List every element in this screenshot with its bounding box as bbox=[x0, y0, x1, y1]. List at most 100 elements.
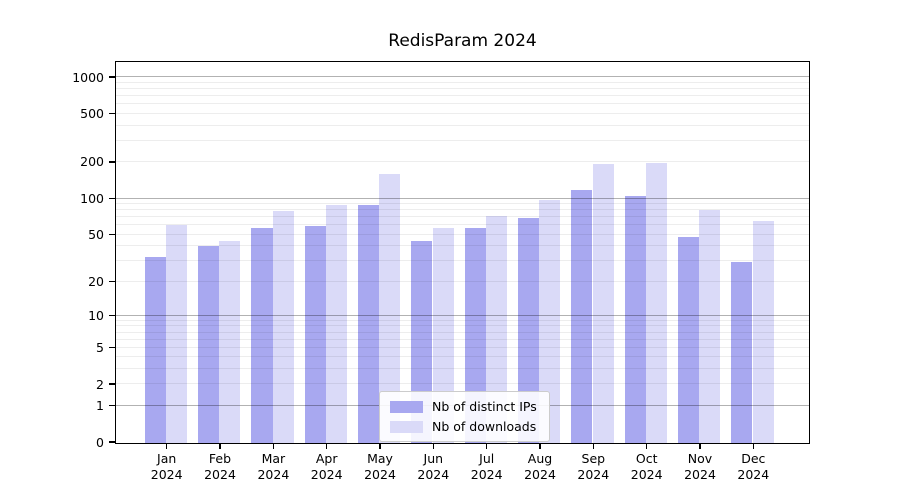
bar-distinct-ips-nov bbox=[677, 237, 700, 443]
bar-distinct-ips-jan bbox=[144, 256, 166, 443]
x-tick-label-jul: Jul 2024 bbox=[470, 451, 503, 482]
x-tick-label-jun: Jun 2024 bbox=[417, 451, 450, 482]
x-tick-mark-aug bbox=[539, 444, 541, 449]
x-tick-label-dec: Dec 2024 bbox=[737, 451, 770, 482]
y-gridline-300 bbox=[116, 139, 809, 141]
y-gridline-100 bbox=[116, 197, 809, 199]
bar-distinct-ips-feb bbox=[197, 245, 220, 443]
y-gridline-800 bbox=[116, 88, 809, 89]
y-gridline-1000 bbox=[116, 76, 809, 78]
legend-item-distinct-ips: Nb of distinct IPs bbox=[390, 399, 537, 414]
bar-distinct-ips-sep bbox=[571, 190, 593, 443]
y-gridline-30 bbox=[116, 259, 809, 261]
y-gridline-9 bbox=[116, 319, 809, 321]
y-tick-mark-5 bbox=[108, 346, 115, 349]
bar-distinct-ips-dec bbox=[731, 261, 753, 443]
y-gridline-200 bbox=[116, 161, 809, 163]
y-gridline-80 bbox=[116, 209, 809, 211]
x-tick-label-nov: Nov 2024 bbox=[684, 451, 716, 482]
y-tick-mark-100 bbox=[108, 197, 115, 199]
x-tick-label-sep: Sep 2024 bbox=[577, 451, 610, 482]
x-tick-mark-sep bbox=[592, 444, 595, 449]
y-tick-label-5: 5 bbox=[96, 340, 104, 355]
y-gridline-7 bbox=[116, 331, 809, 333]
y-tick-label-500: 500 bbox=[80, 106, 104, 122]
bar-downloads-feb bbox=[219, 240, 241, 443]
legend-swatch-distinct-ips bbox=[390, 400, 423, 413]
y-gridline-40 bbox=[116, 245, 809, 247]
y-tick-mark-50 bbox=[108, 233, 115, 236]
bar-downloads-mar bbox=[272, 210, 294, 443]
y-gridline-700 bbox=[116, 95, 809, 97]
y-tick-mark-2 bbox=[108, 383, 115, 385]
y-gridline-6 bbox=[116, 338, 809, 340]
x-tick-label-aug: Aug 2024 bbox=[524, 451, 556, 482]
y-gridline-50 bbox=[116, 233, 809, 235]
y-tick-mark-1000 bbox=[108, 76, 115, 78]
y-gridline-8 bbox=[116, 325, 809, 327]
y-tick-label-50: 50 bbox=[88, 226, 104, 242]
y-tick-mark-20 bbox=[108, 280, 115, 282]
x-tick-mark-dec bbox=[752, 444, 755, 449]
y-gridline-20 bbox=[116, 280, 809, 282]
legend-item-downloads: Nb of downloads bbox=[390, 419, 537, 434]
x-tick-label-apr: Apr 2024 bbox=[310, 451, 343, 482]
y-tick-mark-200 bbox=[108, 161, 115, 163]
x-tick-mark-oct bbox=[645, 444, 648, 449]
y-tick-mark-10 bbox=[108, 314, 115, 317]
x-tick-mark-may bbox=[379, 444, 381, 449]
x-tick-label-jan: Jan 2024 bbox=[150, 451, 183, 482]
chart-title: RedisParam 2024 bbox=[388, 31, 537, 51]
bar-downloads-may bbox=[379, 173, 401, 443]
y-tick-label-2: 2 bbox=[96, 376, 104, 392]
x-tick-label-oct: Oct 2024 bbox=[630, 451, 663, 482]
bar-distinct-ips-aug bbox=[517, 217, 540, 443]
legend: Nb of distinct IPs Nb of downloads bbox=[379, 391, 550, 442]
y-tick-label-20: 20 bbox=[88, 273, 104, 289]
y-gridline-400 bbox=[116, 124, 809, 126]
y-tick-label-200: 200 bbox=[80, 154, 104, 170]
x-tick-mark-apr bbox=[325, 444, 328, 449]
bar-downloads-oct bbox=[645, 163, 668, 443]
x-tick-mark-mar bbox=[272, 444, 275, 449]
y-tick-label-1: 1 bbox=[96, 398, 104, 414]
x-tick-mark-feb bbox=[219, 444, 221, 449]
x-tick-mark-jul bbox=[485, 444, 488, 449]
x-tick-mark-nov bbox=[699, 444, 701, 449]
bar-downloads-jan bbox=[165, 224, 188, 443]
y-gridline-600 bbox=[116, 103, 809, 105]
bar-distinct-ips-jul bbox=[464, 227, 486, 443]
bar-distinct-ips-may bbox=[357, 204, 380, 443]
legend-label-distinct-ips: Nb of distinct IPs bbox=[432, 399, 537, 414]
y-tick-mark-1 bbox=[108, 404, 115, 407]
x-tick-mark-jun bbox=[432, 444, 435, 449]
y-tick-label-10: 10 bbox=[88, 308, 104, 323]
bar-downloads-nov bbox=[699, 209, 721, 443]
y-gridline-3 bbox=[116, 368, 809, 370]
bar-distinct-ips-apr bbox=[304, 225, 326, 443]
x-tick-label-mar: Mar 2024 bbox=[257, 451, 290, 482]
bar-distinct-ips-mar bbox=[251, 228, 273, 443]
bar-downloads-aug bbox=[539, 200, 561, 443]
y-gridline-4 bbox=[116, 356, 809, 358]
bar-downloads-apr bbox=[325, 205, 348, 443]
y-gridline-90 bbox=[116, 203, 809, 204]
legend-label-downloads: Nb of downloads bbox=[432, 419, 537, 434]
x-tick-mark-jan bbox=[165, 444, 168, 449]
x-tick-label-feb: Feb 2024 bbox=[204, 451, 236, 482]
y-gridline-900 bbox=[116, 81, 809, 83]
legend-swatch-downloads bbox=[390, 420, 423, 433]
y-gridline-5 bbox=[116, 346, 809, 348]
y-gridline-2 bbox=[116, 383, 809, 385]
y-tick-label-0: 0 bbox=[96, 434, 104, 450]
y-tick-mark-0 bbox=[108, 441, 115, 443]
y-gridline-70 bbox=[116, 216, 809, 218]
y-tick-label-1000: 1000 bbox=[72, 69, 104, 85]
bar-distinct-ips-oct bbox=[624, 196, 646, 443]
y-gridline-10 bbox=[116, 314, 809, 316]
bar-downloads-jul bbox=[485, 216, 508, 443]
y-tick-mark-500 bbox=[108, 112, 115, 115]
bar-downloads-sep bbox=[592, 164, 614, 443]
y-gridline-60 bbox=[116, 224, 809, 226]
x-tick-label-may: May 2024 bbox=[364, 451, 396, 482]
